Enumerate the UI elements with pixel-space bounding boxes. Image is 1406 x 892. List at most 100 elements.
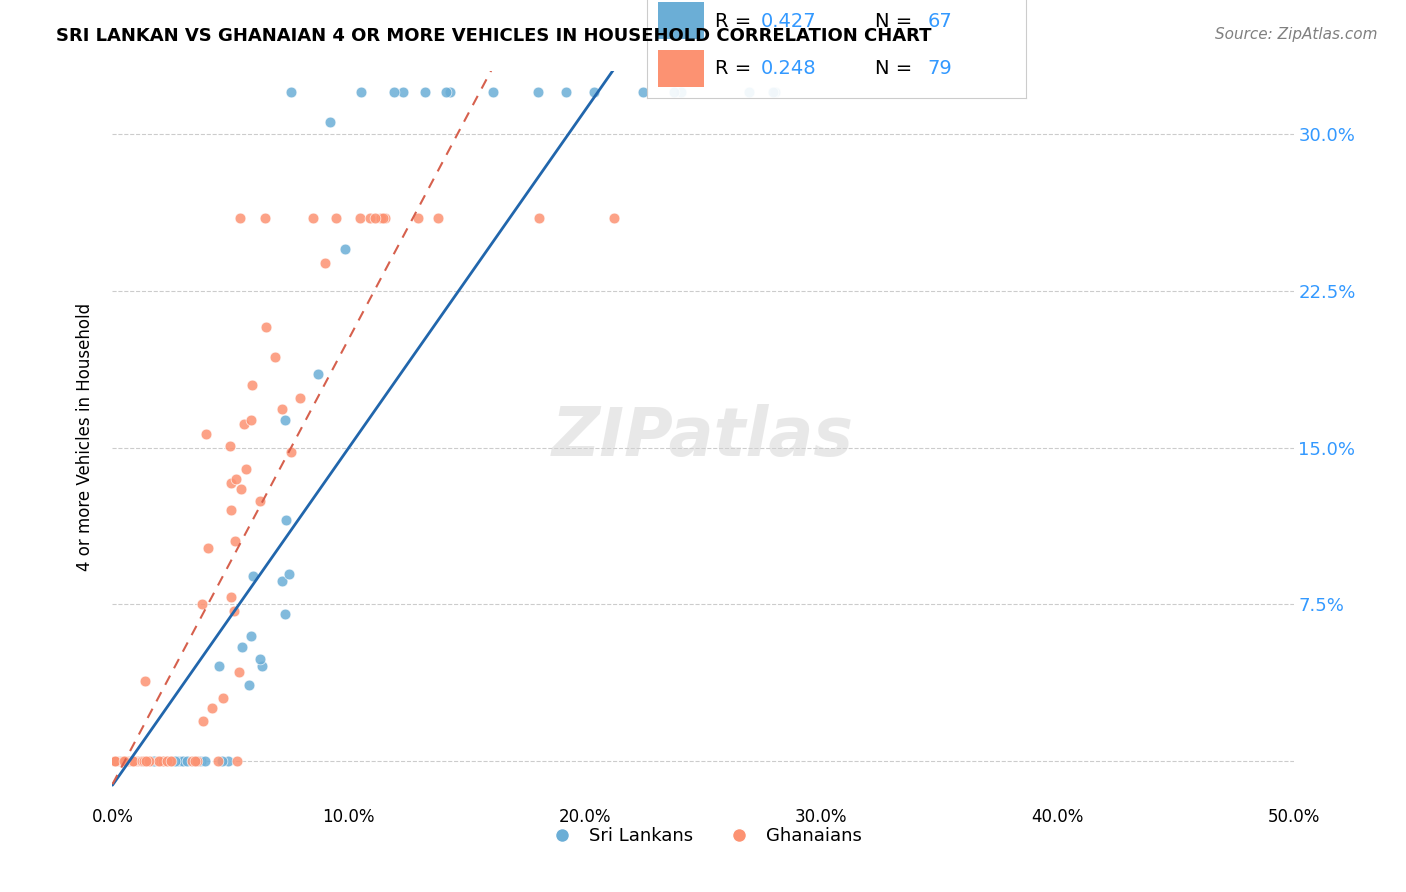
Point <box>138 754 160 768</box>
Point <box>211 754 233 768</box>
Point <box>118 754 141 768</box>
Point <box>111 754 134 768</box>
Point <box>238 678 260 692</box>
Point <box>110 754 132 768</box>
Bar <box>658 2 704 39</box>
Point <box>131 754 153 768</box>
Text: Source: ZipAtlas.com: Source: ZipAtlas.com <box>1215 27 1378 42</box>
Point <box>105 754 128 768</box>
Point <box>146 754 169 768</box>
Text: 79: 79 <box>928 59 952 78</box>
Point <box>134 754 156 768</box>
Point <box>136 754 159 768</box>
Point <box>738 85 761 99</box>
Point <box>134 754 156 768</box>
Point <box>170 754 193 768</box>
Point <box>166 754 188 768</box>
Point <box>129 754 152 768</box>
Point <box>325 211 347 225</box>
Point <box>139 754 162 768</box>
Point <box>319 115 342 129</box>
Point <box>152 754 174 768</box>
Point <box>156 754 179 768</box>
Point <box>114 754 136 768</box>
Point <box>112 754 135 768</box>
Point <box>671 85 693 99</box>
Point <box>195 427 218 442</box>
Point <box>350 85 373 99</box>
Point <box>481 85 503 99</box>
Point <box>134 754 156 768</box>
Point <box>207 754 229 768</box>
Point <box>139 754 162 768</box>
Point <box>162 754 184 768</box>
Point <box>208 659 231 673</box>
Point <box>233 417 256 431</box>
Text: 0.248: 0.248 <box>761 59 817 78</box>
Text: R =: R = <box>716 59 758 78</box>
Point <box>434 85 457 99</box>
Point <box>148 754 170 768</box>
Point <box>631 85 654 99</box>
Bar <box>658 50 704 87</box>
Point <box>104 754 127 768</box>
Point <box>112 754 135 768</box>
Point <box>280 85 302 99</box>
Point <box>271 574 294 588</box>
Point <box>191 714 214 728</box>
Point <box>527 211 550 225</box>
Point <box>392 85 415 99</box>
Point <box>439 85 461 99</box>
Y-axis label: 4 or more Vehicles in Household: 4 or more Vehicles in Household <box>76 303 94 571</box>
Point <box>254 319 277 334</box>
Point <box>231 640 253 655</box>
Point <box>108 754 131 768</box>
Point <box>121 754 143 768</box>
Point <box>194 754 217 768</box>
Point <box>761 85 783 99</box>
Point <box>104 754 127 768</box>
Point <box>370 211 392 225</box>
Point <box>129 754 152 768</box>
Point <box>370 211 392 225</box>
Point <box>104 754 127 768</box>
Text: N =: N = <box>875 59 918 78</box>
Point <box>602 211 624 225</box>
Point <box>105 754 128 768</box>
Point <box>249 493 271 508</box>
Point <box>235 461 257 475</box>
Point <box>150 754 173 768</box>
Point <box>211 691 233 706</box>
Point <box>240 629 263 643</box>
Point <box>276 513 298 527</box>
Point <box>240 377 263 392</box>
Point <box>219 503 242 517</box>
Point <box>201 701 224 715</box>
Point <box>163 754 186 768</box>
Point <box>250 659 273 673</box>
Point <box>159 754 181 768</box>
Point <box>184 754 207 768</box>
Point <box>180 754 202 768</box>
Point <box>413 85 436 99</box>
Point <box>186 754 208 768</box>
Point <box>222 604 245 618</box>
Point <box>219 439 242 453</box>
Point <box>124 754 146 768</box>
Point <box>110 754 132 768</box>
Point <box>225 472 247 486</box>
Text: N =: N = <box>875 12 918 30</box>
Point <box>156 754 179 768</box>
Point <box>136 754 159 768</box>
Point <box>146 754 169 768</box>
Point <box>371 211 394 225</box>
Point <box>249 652 271 666</box>
Text: ZIPatlas: ZIPatlas <box>553 404 853 470</box>
Point <box>142 754 165 768</box>
Point <box>125 754 148 768</box>
Point <box>160 754 183 768</box>
Point <box>583 85 606 99</box>
Point <box>229 211 252 225</box>
Point <box>555 85 578 99</box>
Point <box>134 754 156 768</box>
